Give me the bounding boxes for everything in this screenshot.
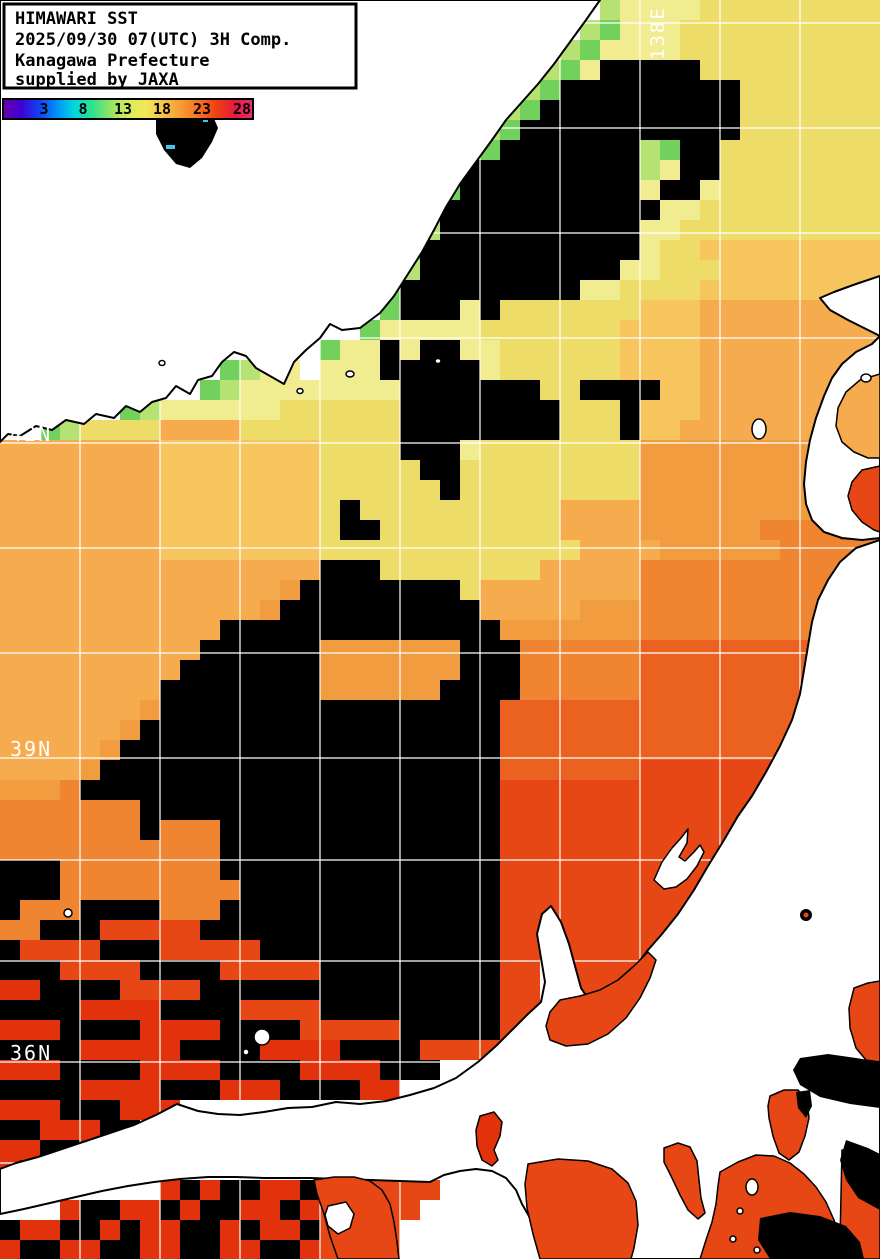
izu-islet-2 xyxy=(729,1235,737,1243)
tsugaru-strait-water xyxy=(847,465,880,533)
pacific-cloud-1 xyxy=(840,1140,880,1210)
enshu-water xyxy=(524,1158,639,1259)
west-islet xyxy=(63,908,73,918)
latitude-label-42n: 42N xyxy=(10,422,52,446)
colorbar-tick-18: 18 xyxy=(153,100,171,118)
title-line-datetime: 2025/09/30 07(UTC) 3H Comp. xyxy=(15,30,291,50)
colorbar-gradient-bar xyxy=(2,98,254,120)
colorbar-tick-8: 8 xyxy=(78,100,87,118)
coastal-islet-3 xyxy=(296,387,304,395)
suruga-bay-water xyxy=(663,1142,706,1220)
inland-lake-dot-inner xyxy=(803,912,809,918)
izu-islet-3 xyxy=(753,1246,761,1254)
title-line-source: supplied by JAXA xyxy=(15,70,179,90)
round-white-islet-2 xyxy=(242,1048,250,1056)
okushiri-island xyxy=(751,418,767,440)
inland-lake-cloud xyxy=(156,114,218,168)
coastal-islet-2 xyxy=(434,357,442,365)
lake-cold-dash-4 xyxy=(166,145,175,149)
tokyo-bay-cloud xyxy=(796,1090,812,1118)
coastal-islet-4 xyxy=(158,359,166,367)
title-box-frame xyxy=(2,2,358,90)
title-box: HIMAWARI SST 2025/09/30 07(UTC) 3H Comp.… xyxy=(2,2,358,90)
ise-bay-island xyxy=(324,1201,355,1235)
colorbar-tick-23: 23 xyxy=(193,100,211,118)
pacific-cloud-2 xyxy=(758,1212,864,1259)
bay-islet xyxy=(860,373,872,383)
izu-oshima-island xyxy=(745,1178,759,1196)
coastal-islet-1 xyxy=(345,370,355,378)
lake-biwa-water xyxy=(475,1111,503,1167)
latitude-label-36n: 36N xyxy=(10,1041,52,1065)
toyama-bay-water xyxy=(545,951,657,1047)
mutsu-bay-water xyxy=(835,373,880,459)
kashima-cloud xyxy=(793,1054,880,1108)
colorbar-tick-13: 13 xyxy=(114,100,132,118)
title-line-region: Kanagawa Prefecture xyxy=(15,51,209,71)
colorbar-tick-28: 28 xyxy=(233,100,251,118)
temperature-colorbar: 3 8 13 18 23 28 xyxy=(2,98,254,120)
latitude-label-39n: 39N xyxy=(10,737,52,761)
title-line-product: HIMAWARI SST xyxy=(15,9,138,29)
round-white-islet xyxy=(253,1028,271,1046)
izu-islet-1 xyxy=(736,1207,744,1215)
lake-cold-dash-3 xyxy=(203,119,208,122)
honshu-land xyxy=(0,539,880,1259)
colorbar-tick-3: 3 xyxy=(39,100,48,118)
longitude-label-138e: 138E xyxy=(647,6,669,60)
sado-island xyxy=(653,828,705,890)
